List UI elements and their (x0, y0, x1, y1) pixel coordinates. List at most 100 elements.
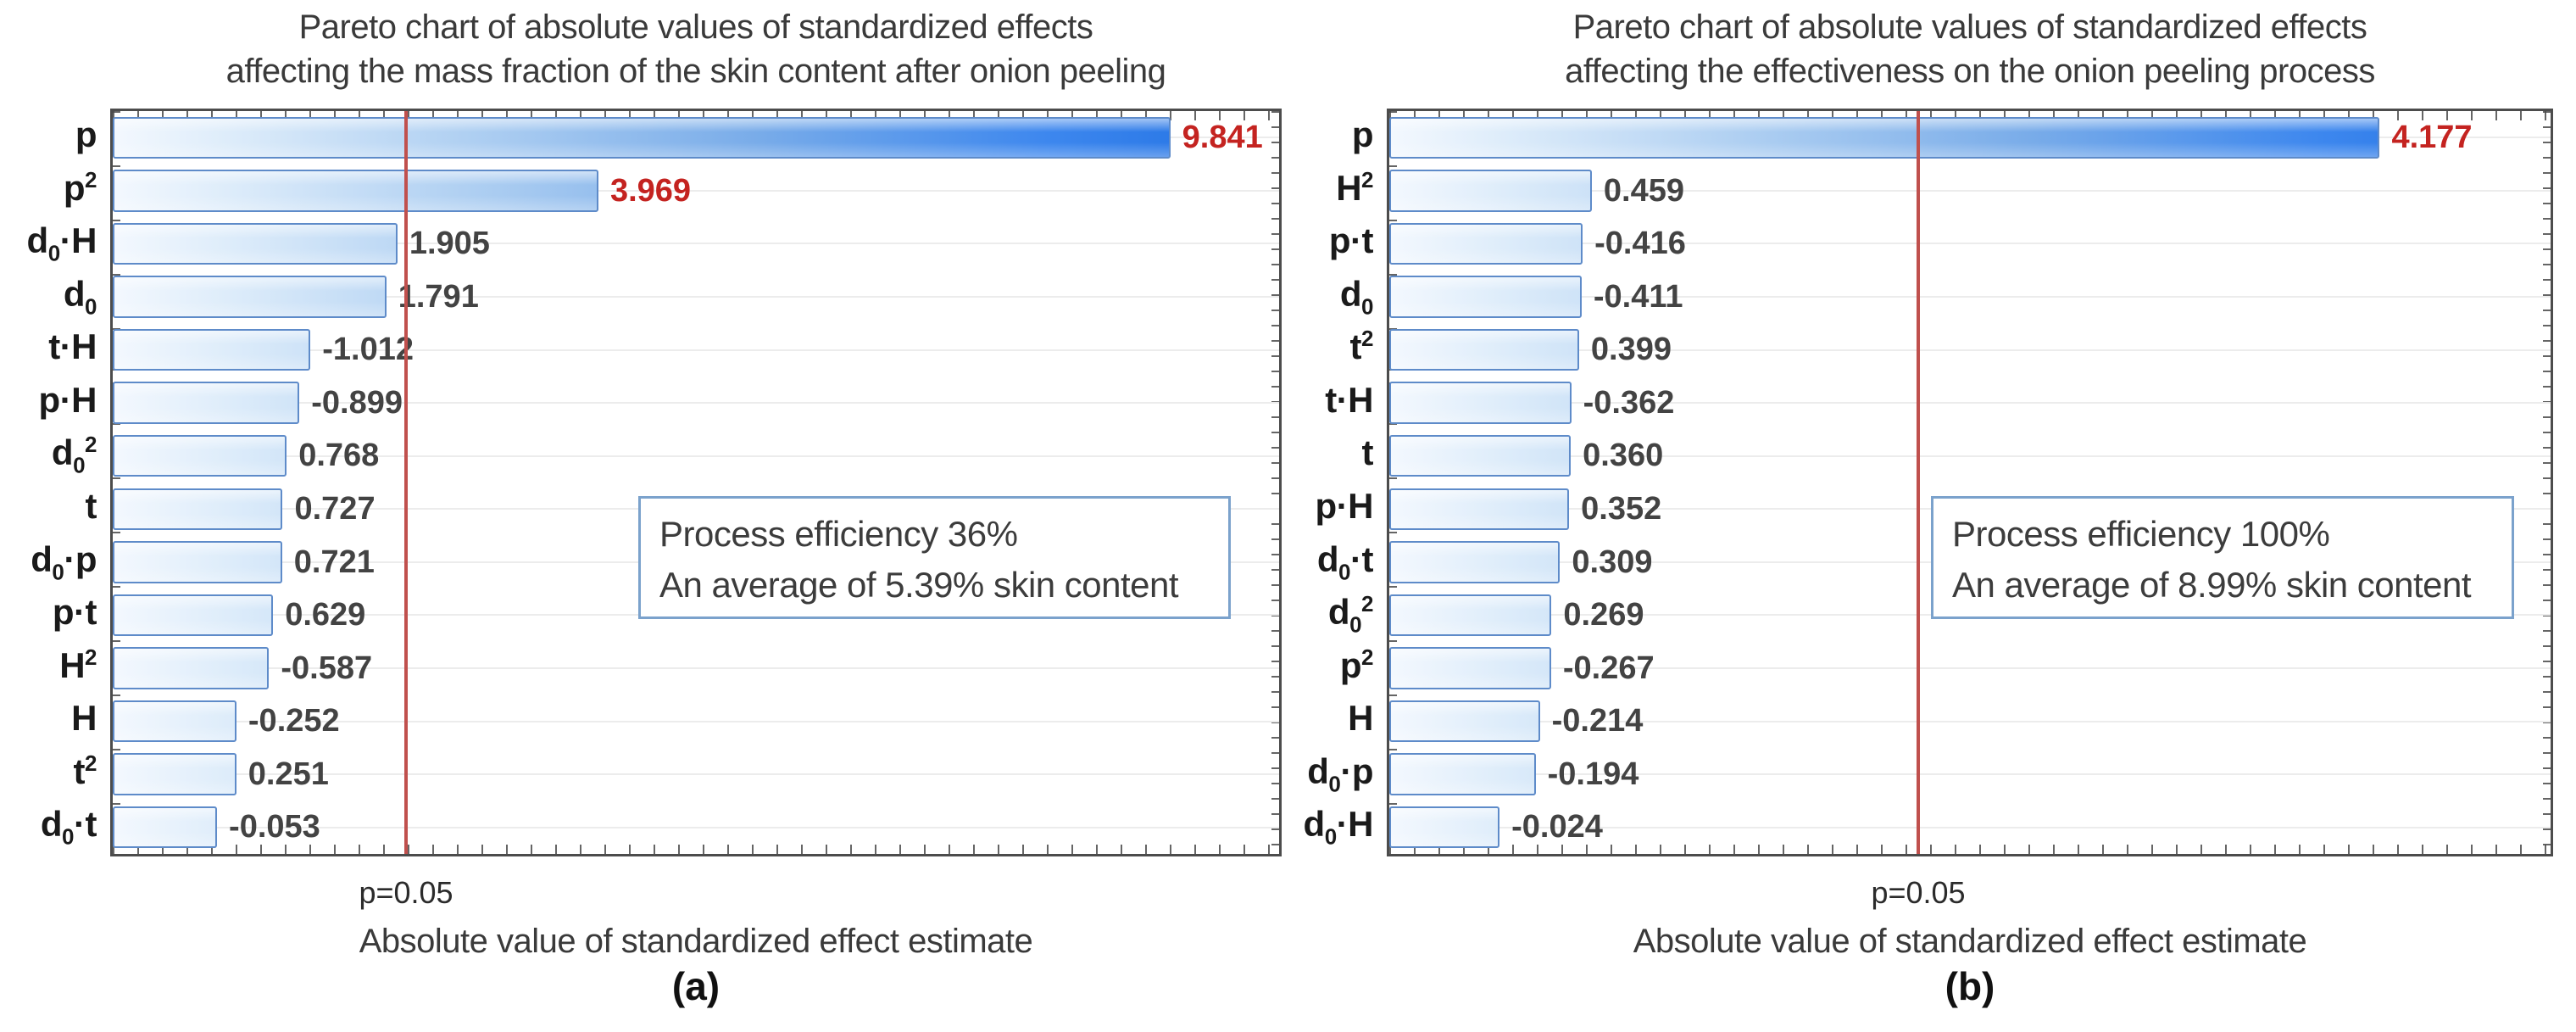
bar-value-label: 0.360 (1583, 438, 1664, 474)
bar-value-label: -0.267 (1562, 650, 1655, 686)
bar-value-label: 9.841 (1182, 120, 1263, 155)
chart-title-line2: affecting the mass fraction of the skin … (225, 53, 1166, 90)
category-label: H (71, 698, 97, 739)
bar-value-label: 0.399 (1590, 332, 1672, 368)
panel-caption: (b) (1945, 964, 1995, 1008)
bar (113, 222, 398, 265)
category-label: d0 (1339, 273, 1374, 320)
bar (1389, 753, 1536, 795)
axis-ticks-top (1389, 111, 2551, 120)
category-label: p (1351, 114, 1374, 154)
significance-line (1917, 111, 1920, 854)
bar-value-label: -0.214 (1551, 703, 1644, 739)
bar (1389, 647, 1551, 689)
gridline (113, 773, 1279, 776)
chart-title: Pareto chart of absolute values of stand… (1565, 5, 2375, 93)
significance-line (404, 111, 408, 854)
bar-value-label: 0.459 (1603, 172, 1684, 209)
gridline (1389, 189, 2551, 192)
annotation-line2: An average of 5.39% skin content (659, 565, 1179, 605)
gridline (1389, 243, 2551, 245)
chart-title-line2: affecting the effectiveness on the onion… (1565, 53, 2375, 90)
gridline (1389, 296, 2551, 298)
category-label: t (85, 486, 97, 526)
chart-panel-b: Pareto chart of absolute values of stand… (1288, 0, 2576, 1032)
significance-line-label: p=0.05 (359, 875, 453, 910)
bar (113, 753, 236, 795)
annotation-line1: Process efficiency 36% (659, 514, 1018, 554)
category-label: p2 (1339, 644, 1374, 685)
category-label: p·H (38, 379, 97, 420)
category-label: d0·H (26, 220, 97, 266)
gridline (113, 402, 1279, 404)
gridline (1389, 826, 2551, 828)
bar (1389, 434, 1572, 477)
bar-value-label: -0.252 (248, 703, 340, 739)
category-label: p2 (63, 166, 97, 208)
chart-title-line1: Pareto chart of absolute values of stand… (298, 8, 1093, 46)
gridline (1389, 349, 2551, 351)
bar-value-label: 0.727 (294, 491, 376, 527)
gridline (113, 826, 1279, 828)
category-label: t·H (1325, 379, 1373, 420)
chart-title-line1: Pareto chart of absolute values of stand… (1572, 8, 2367, 46)
bar-value-label: 0.768 (298, 438, 380, 474)
gridline (1389, 455, 2551, 457)
gridline (113, 349, 1279, 351)
category-label: d0·p (31, 538, 97, 584)
category-label: H (1348, 698, 1373, 739)
gridline (113, 243, 1279, 245)
axis-ticks-left (1389, 111, 1397, 854)
bar (113, 382, 300, 424)
bar-value-label: -0.411 (1593, 278, 1683, 315)
category-label: p (75, 114, 97, 154)
gridline (113, 667, 1279, 669)
axis-ticks-left (113, 111, 120, 854)
bar-value-label: -0.194 (1547, 756, 1639, 792)
panel-caption: (a) (671, 964, 721, 1008)
axis-ticks-bottom (1389, 845, 2551, 854)
category-label: d0·H (1303, 804, 1374, 850)
bar-value-label: 4.177 (2391, 120, 2473, 155)
bar-value-label: 1.791 (398, 278, 479, 315)
bar (113, 594, 274, 637)
axis-ticks-bottom (113, 845, 1279, 854)
bar (113, 488, 283, 531)
annotation-line1: Process efficiency 100% (1952, 514, 2330, 554)
bar-value-label: 0.251 (248, 756, 329, 792)
bar (1389, 170, 1592, 212)
category-label: p·t (52, 592, 97, 633)
bar-value-label: -0.416 (1594, 226, 1686, 262)
x-axis-label: Absolute value of standardized effect es… (359, 923, 1033, 960)
bar (113, 541, 282, 583)
significance-line-label: p=0.05 (1871, 875, 1966, 910)
chart-panel-a: Pareto chart of absolute values of stand… (0, 8, 1282, 1008)
category-label: p·H (1315, 486, 1374, 526)
category-label: d02 (1327, 591, 1374, 638)
bar-value-label: -0.024 (1511, 809, 1603, 845)
bar (1389, 488, 1570, 531)
category-label: H2 (59, 644, 97, 685)
category-label: t (1361, 432, 1374, 473)
gridline (1389, 773, 2551, 776)
axis-ticks-right (2543, 111, 2551, 854)
plot-area: 4.177 0.459 -0.416 -0.411 0.399 -0.362 0.360 0.… (1387, 109, 2553, 856)
bar (113, 806, 218, 849)
bar (113, 434, 287, 477)
bar (113, 700, 236, 743)
bar-value-label: 0.352 (1581, 491, 1662, 527)
x-axis-label: Absolute value of standardized effect es… (1633, 923, 2307, 960)
category-label: p·t (1328, 220, 1374, 261)
bar-value-label: 1.905 (409, 226, 490, 262)
annotation-box: Process efficiency 100% An average of 8.… (1931, 496, 2514, 619)
category-label: d0·p (1307, 750, 1373, 797)
bar-value-label: -0.362 (1583, 384, 1675, 421)
bar-value-label: -0.899 (311, 384, 403, 421)
bar (113, 116, 1171, 159)
gridline (1389, 667, 2551, 669)
gridline (113, 720, 1279, 722)
bar (1389, 328, 1579, 371)
bar (113, 328, 311, 371)
